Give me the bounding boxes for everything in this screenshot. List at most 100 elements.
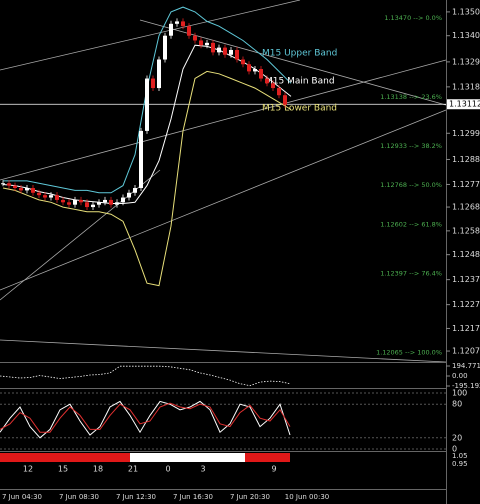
y-tick-label: 1.12775 xyxy=(452,180,480,189)
candle xyxy=(235,49,239,60)
candle xyxy=(181,21,185,27)
y-tick-label: 1.13185 xyxy=(452,82,480,91)
y-tick-label: 0 xyxy=(452,445,457,454)
candle xyxy=(37,192,41,196)
candle xyxy=(211,42,215,53)
candle xyxy=(43,195,47,198)
candle xyxy=(7,183,11,186)
candle xyxy=(187,26,191,36)
candle xyxy=(193,35,197,41)
candle xyxy=(169,23,173,36)
hour-label: 3 xyxy=(200,465,205,474)
candle xyxy=(79,199,83,203)
candle xyxy=(205,42,209,46)
x-tick-label: 7 Jun 16:30 xyxy=(173,493,213,501)
candle xyxy=(67,202,71,205)
band-line xyxy=(2,70,292,287)
y-tick-label: 194.7711 xyxy=(452,362,480,370)
candle xyxy=(151,78,155,89)
candle xyxy=(229,49,233,55)
candle xyxy=(121,197,125,203)
candle xyxy=(13,185,17,189)
candle xyxy=(241,59,245,65)
y-tick-label: 1.12480 xyxy=(452,250,480,259)
hour-label: 0 xyxy=(165,465,170,474)
candle xyxy=(217,47,221,53)
candle xyxy=(25,188,29,191)
fib-label: 1.12768 --> 50.0% xyxy=(380,181,442,189)
candle xyxy=(175,21,179,24)
y-tick-label: 100 xyxy=(452,389,467,398)
strip-white xyxy=(130,453,245,462)
x-tick-label: 7 Jun 20:30 xyxy=(230,493,270,501)
y-tick-label: 0.00 xyxy=(452,372,468,380)
candle xyxy=(49,195,53,198)
fib-label: 1.12602 --> 61.8% xyxy=(380,221,442,229)
candle xyxy=(265,78,269,84)
fib-label: 1.13138 --> 23.6% xyxy=(380,93,442,101)
candle xyxy=(277,88,281,96)
x-tick-label: 7 Jun 08:30 xyxy=(59,493,99,501)
y-tick-label: 1.13500 xyxy=(452,7,480,16)
strip-red xyxy=(0,453,130,462)
fib-label: 1.13470 --> 0.0% xyxy=(384,14,442,22)
candle xyxy=(103,199,107,203)
current-price-box xyxy=(447,99,480,110)
y-tick-label: 1.12680 xyxy=(452,203,480,212)
candle xyxy=(145,78,149,131)
candle xyxy=(97,202,101,205)
chart-layer: 1.13500 1.13400 1.13290 1.13185 1.12990 1.128… xyxy=(0,6,480,501)
candle xyxy=(91,204,95,208)
candle xyxy=(1,183,5,185)
band-label: M15 Main Band xyxy=(265,77,335,87)
hour-label: 9 xyxy=(271,465,276,474)
candle xyxy=(199,40,203,46)
y-tick-label: 1.12075 xyxy=(452,347,480,356)
candle xyxy=(127,192,131,198)
candle xyxy=(31,188,35,193)
x-tick-label: 7 Jun 04:30 xyxy=(2,493,42,501)
y-tick-label: 1.12270 xyxy=(452,300,480,309)
candle xyxy=(223,47,227,55)
strip-label: 1.05 xyxy=(452,452,468,460)
candle xyxy=(115,202,119,205)
candle xyxy=(271,83,275,89)
fib-label: 1.12933 --> 38.2% xyxy=(380,142,442,150)
fib-label: 1.12397 --> 76.4% xyxy=(380,269,442,277)
x-tick-label: 7 Jun 12:30 xyxy=(116,493,156,501)
current-price-label: 1.13112 xyxy=(449,100,480,109)
candle xyxy=(85,202,89,208)
hour-label: 15 xyxy=(58,465,68,474)
strip-red xyxy=(245,453,290,462)
y-tick-label: 1.12880 xyxy=(452,155,480,164)
y-tick-label: 1.13400 xyxy=(452,31,480,40)
candle xyxy=(283,95,287,105)
candle xyxy=(163,35,167,60)
candle xyxy=(259,69,263,79)
fib-label: 1.12065 --> 100.0% xyxy=(376,348,442,356)
y-tick-label: 1.12580 xyxy=(452,226,480,235)
candle xyxy=(73,199,77,205)
candle xyxy=(109,199,113,205)
hour-label: 18 xyxy=(93,465,103,474)
stoch-line xyxy=(0,400,291,439)
x-tick-label: 10 Jun 00:30 xyxy=(285,493,329,501)
candle xyxy=(139,130,143,189)
candle xyxy=(55,195,59,200)
candle xyxy=(61,199,65,203)
y-tick-label: 80 xyxy=(452,400,462,409)
candle xyxy=(157,59,161,89)
y-tick-label: 1.12170 xyxy=(452,324,480,333)
y-tick-label: 1.12990 xyxy=(452,129,480,138)
candle xyxy=(133,188,137,193)
cci-line xyxy=(0,365,291,387)
y-tick-label: -195.1929 xyxy=(452,382,480,390)
y-tick-label: 20 xyxy=(452,433,462,442)
candle xyxy=(19,188,23,191)
candle xyxy=(247,64,251,72)
stoch-line xyxy=(0,402,291,433)
y-tick-label: 1.13290 xyxy=(452,57,480,66)
hour-label: 21 xyxy=(128,465,138,474)
